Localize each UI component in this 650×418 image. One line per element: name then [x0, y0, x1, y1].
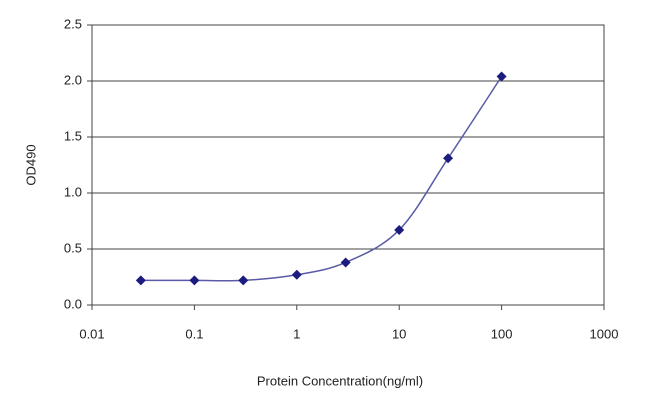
x-tick-label: 0.01 [79, 326, 104, 341]
data-point [443, 153, 454, 164]
y-tick-label: 1.5 [64, 128, 82, 143]
y-tick-label: 2.5 [64, 16, 82, 31]
y-tick-label: 1.0 [64, 184, 82, 199]
data-point [496, 71, 507, 82]
data-point [189, 275, 200, 286]
x-tick-label: 10 [392, 326, 406, 341]
data-point [135, 275, 146, 286]
x-tick-label: 0.1 [185, 326, 203, 341]
y-tick-label: 0.5 [64, 240, 82, 255]
x-tick-label: 100 [491, 326, 513, 341]
data-point [394, 224, 405, 235]
data-point [238, 275, 249, 286]
y-axis-label: OD490 [23, 144, 38, 185]
y-tick-label: 0.0 [64, 296, 82, 311]
data-point [340, 257, 351, 268]
x-axis-label: Protein Concentration(ng/ml) [257, 373, 423, 388]
x-tick-label: 1 [293, 326, 300, 341]
plot-area [91, 24, 605, 306]
x-tick-label: 1000 [590, 326, 619, 341]
y-tick-label: 2.0 [64, 72, 82, 87]
data-point [291, 269, 302, 280]
